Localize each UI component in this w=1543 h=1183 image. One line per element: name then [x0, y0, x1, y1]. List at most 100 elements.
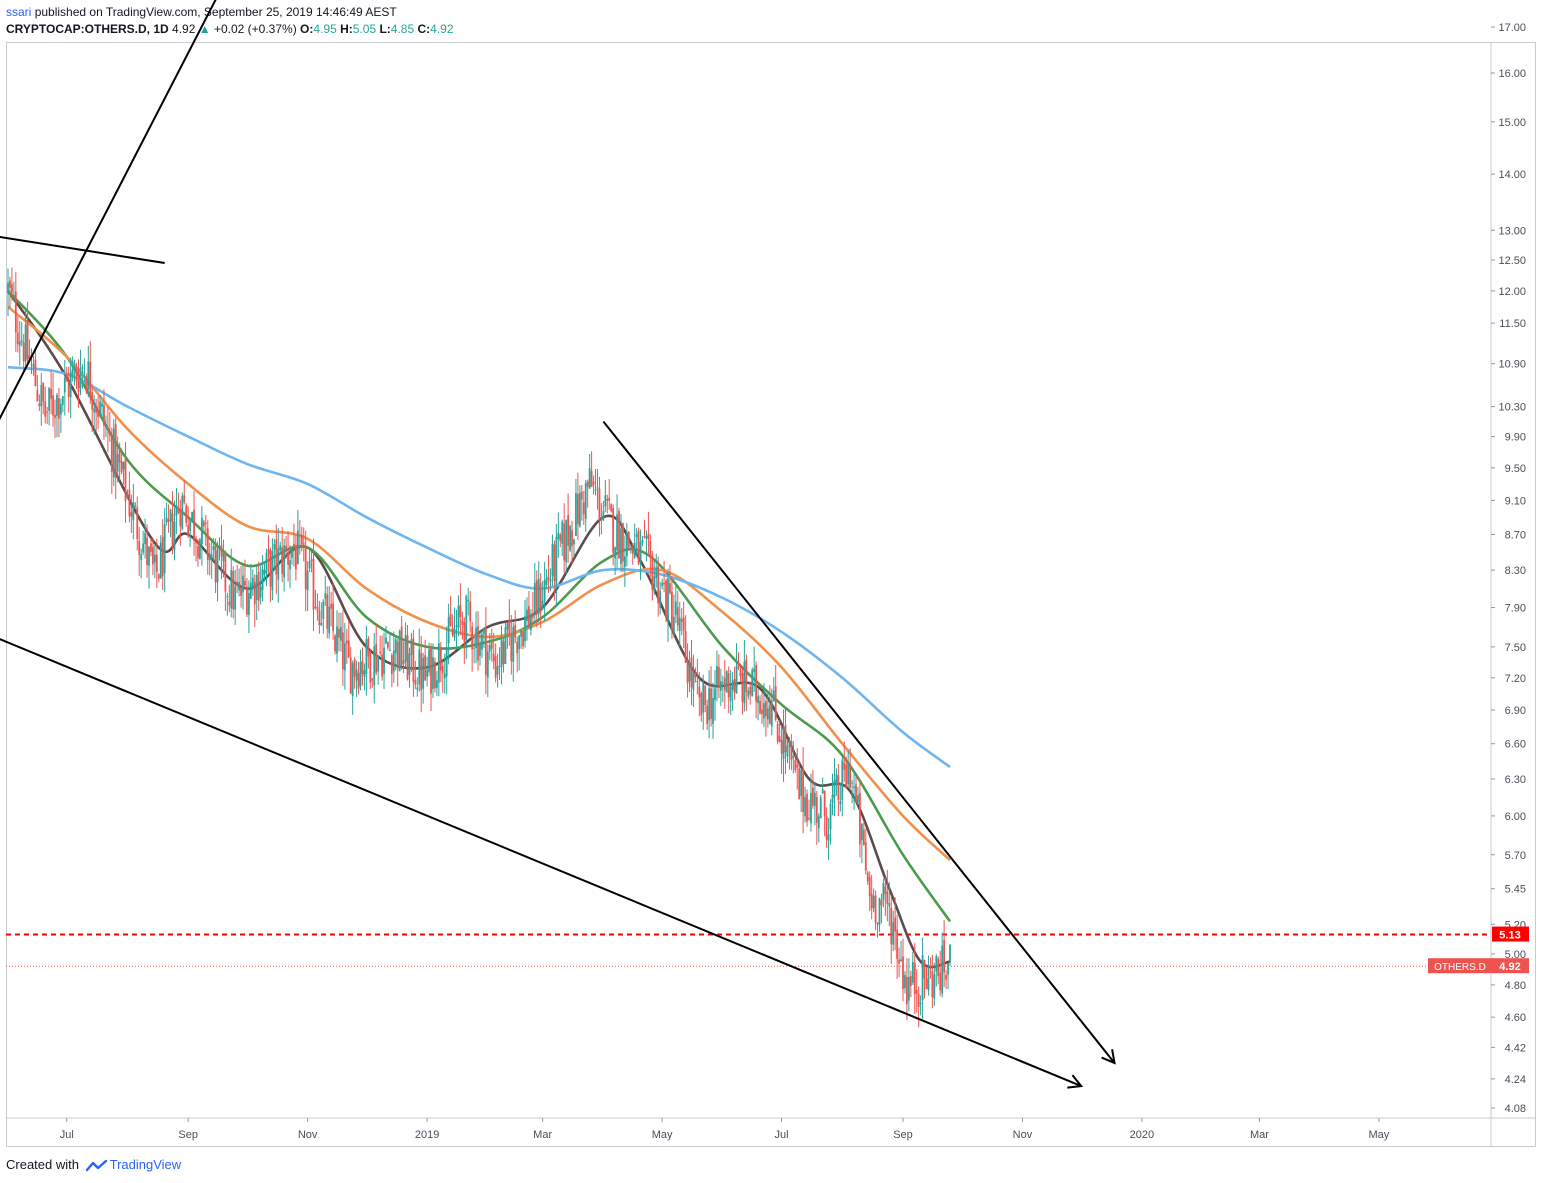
candle-body: [765, 701, 767, 717]
candle-body: [833, 780, 836, 798]
candle-body: [410, 639, 413, 655]
candle-body: [220, 545, 223, 557]
candle-body: [539, 583, 542, 612]
candle-body: [526, 609, 528, 622]
candle-body: [185, 505, 188, 523]
candle-body: [500, 638, 503, 667]
candle-body: [714, 688, 716, 700]
y-tick-label: 10.90: [1498, 359, 1526, 371]
candle-body: [112, 428, 115, 478]
candle-body: [48, 387, 51, 411]
candle-body: [116, 454, 119, 472]
candle-body: [324, 593, 327, 599]
candle-body: [496, 666, 499, 675]
candle-body: [428, 649, 430, 673]
candle-body: [306, 570, 309, 591]
candle-body: [394, 639, 397, 654]
candle-body: [381, 654, 383, 677]
candle-body: [453, 628, 456, 638]
candle-body: [569, 526, 571, 551]
candle-body: [120, 461, 123, 473]
candle-body: [439, 648, 442, 671]
candle-body: [218, 546, 221, 551]
candle-body: [12, 294, 15, 297]
candle-body: [575, 493, 577, 536]
candle-body: [402, 660, 405, 664]
candle-body: [806, 794, 808, 822]
symbol-name[interactable]: CRYPTOCAP:OTHERS.D, 1D: [6, 22, 169, 36]
x-tick-label: 2020: [1130, 1129, 1154, 1141]
candle-body: [455, 625, 458, 628]
y-tick-label: 5.45: [1505, 884, 1526, 896]
candle-body: [73, 367, 76, 370]
candle-body: [543, 580, 546, 602]
candle-body: [641, 540, 644, 543]
candle-body: [302, 543, 305, 545]
candle-body: [690, 657, 693, 688]
candle-body: [906, 976, 908, 1005]
candle-body: [210, 554, 213, 559]
candle-body: [314, 606, 317, 608]
candle-body: [533, 583, 536, 613]
candle-body: [909, 976, 912, 986]
candle-body: [488, 644, 491, 652]
candle-body: [169, 509, 172, 522]
candle-body: [298, 535, 301, 537]
x-tick-label: Mar: [1250, 1129, 1269, 1141]
candle-body: [435, 680, 438, 689]
open-value: 4.95: [313, 22, 337, 36]
candle-body: [150, 543, 152, 552]
candle-body: [63, 377, 66, 393]
candle-body: [316, 606, 319, 612]
candle-body: [904, 975, 906, 989]
y-tick-label: 8.30: [1505, 565, 1526, 577]
candle-body: [639, 541, 642, 560]
candle-body: [739, 669, 742, 677]
candle-body: [167, 519, 170, 522]
candle-body: [253, 581, 256, 605]
candle-body: [101, 403, 103, 407]
candle-body: [839, 801, 842, 805]
candle-body: [459, 604, 462, 617]
candle-body: [651, 554, 654, 590]
candle-body: [710, 688, 712, 719]
y-tick-label: 7.50: [1505, 642, 1526, 654]
candle-body: [269, 550, 272, 587]
candle-body: [825, 816, 828, 840]
tradingview-brand[interactable]: TradingView: [109, 1157, 182, 1172]
candle-body: [578, 492, 581, 527]
candle-body: [545, 578, 548, 585]
chart-frame[interactable]: [6, 42, 1536, 1147]
candle-body: [498, 665, 501, 667]
candle-body: [449, 613, 452, 626]
candle-body: [177, 508, 180, 513]
y-tick-label: 9.50: [1505, 463, 1526, 475]
candle-body: [42, 382, 45, 402]
candle-body: [492, 653, 495, 662]
candle-body: [665, 580, 667, 618]
y-tick-label: 9.10: [1505, 495, 1526, 507]
candle-body: [649, 541, 652, 555]
trendline-4: [0, 235, 165, 264]
candle-body: [26, 320, 29, 360]
candle-body: [75, 368, 78, 382]
candle-body: [823, 791, 826, 817]
candle-body: [379, 651, 381, 653]
candle-body: [52, 395, 54, 416]
candle-body: [610, 504, 613, 512]
candle-body: [945, 975, 947, 980]
candle-body: [802, 768, 805, 812]
candle-body: [99, 401, 101, 415]
candle-body: [702, 682, 705, 713]
publish-info: ssari published on TradingView.com, Sept…: [6, 5, 397, 19]
candle-body: [93, 408, 96, 413]
candle-body: [304, 546, 307, 590]
candle-body: [200, 517, 203, 545]
author-link[interactable]: ssari: [6, 5, 32, 19]
candle-body: [197, 546, 199, 558]
candle-body: [584, 483, 587, 519]
candle-body: [50, 388, 52, 399]
candle-body: [146, 537, 148, 565]
candle-body: [16, 332, 19, 345]
